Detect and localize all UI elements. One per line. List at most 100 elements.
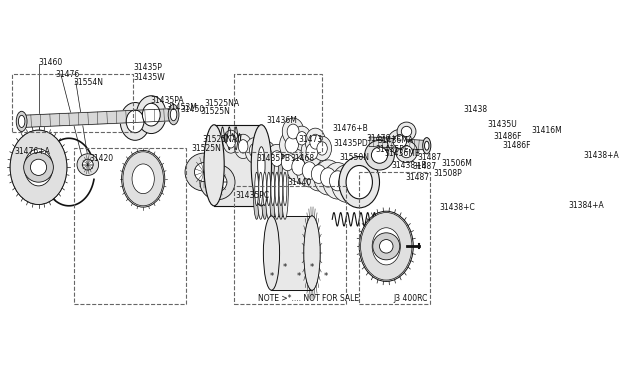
Text: 31435PB: 31435PB (257, 154, 291, 163)
Text: 31554N: 31554N (74, 78, 104, 87)
Ellipse shape (346, 166, 372, 199)
Text: 31435P: 31435P (133, 63, 162, 72)
Ellipse shape (271, 151, 283, 166)
Ellipse shape (19, 115, 25, 128)
Text: 31435W: 31435W (133, 73, 165, 82)
Polygon shape (271, 216, 312, 290)
Ellipse shape (10, 130, 67, 205)
Ellipse shape (296, 154, 322, 187)
Ellipse shape (255, 132, 268, 199)
Text: 31384+A: 31384+A (568, 201, 604, 210)
Bar (74, 148, 186, 304)
Text: 31450: 31450 (180, 105, 205, 115)
Text: 31476: 31476 (56, 70, 79, 78)
Circle shape (397, 122, 416, 141)
Polygon shape (369, 137, 424, 150)
Ellipse shape (204, 125, 224, 206)
Polygon shape (21, 109, 174, 128)
Text: 31506M: 31506M (442, 160, 472, 169)
Circle shape (185, 153, 223, 191)
Text: 31435U: 31435U (488, 120, 517, 129)
Circle shape (365, 140, 394, 170)
Ellipse shape (297, 132, 307, 145)
Text: 31486F: 31486F (502, 141, 531, 150)
Bar (12, 74, 133, 132)
Ellipse shape (261, 158, 268, 219)
Ellipse shape (255, 172, 259, 206)
Circle shape (372, 233, 400, 260)
Ellipse shape (282, 118, 304, 145)
Ellipse shape (170, 109, 177, 121)
Bar (234, 74, 322, 152)
Ellipse shape (305, 157, 332, 191)
Polygon shape (214, 125, 261, 206)
Circle shape (208, 173, 227, 192)
Text: 31435PD: 31435PD (333, 139, 369, 148)
Ellipse shape (339, 173, 356, 194)
Text: 31453M: 31453M (167, 103, 198, 112)
Ellipse shape (234, 134, 252, 158)
Text: NOTE >*.... NOT FOR SALE: NOTE >*.... NOT FOR SALE (258, 295, 359, 304)
Text: 31438: 31438 (464, 105, 488, 115)
Circle shape (83, 159, 93, 170)
Ellipse shape (122, 150, 164, 207)
Ellipse shape (253, 158, 260, 219)
Ellipse shape (302, 162, 316, 180)
Circle shape (371, 147, 388, 163)
Ellipse shape (321, 168, 336, 187)
Text: 31420: 31420 (89, 154, 113, 163)
Text: *: * (323, 272, 328, 281)
Ellipse shape (120, 103, 150, 140)
Ellipse shape (292, 158, 305, 175)
Ellipse shape (252, 125, 271, 206)
Ellipse shape (313, 136, 332, 161)
Ellipse shape (267, 172, 271, 206)
Ellipse shape (250, 143, 260, 157)
Ellipse shape (282, 158, 289, 219)
Text: 31436MB: 31436MB (384, 149, 420, 158)
Bar (359, 172, 430, 304)
Text: 31435PE: 31435PE (376, 145, 409, 154)
Ellipse shape (168, 105, 179, 125)
Ellipse shape (269, 158, 276, 219)
Text: 31476+B: 31476+B (332, 124, 368, 133)
Circle shape (401, 146, 412, 158)
Ellipse shape (306, 144, 318, 160)
Text: 31460: 31460 (38, 58, 63, 67)
Ellipse shape (330, 171, 346, 191)
Ellipse shape (275, 172, 279, 206)
Text: 31508P: 31508P (433, 169, 462, 178)
Text: 31435PC: 31435PC (236, 191, 270, 200)
Text: 31468: 31468 (291, 154, 314, 163)
Ellipse shape (332, 165, 363, 202)
Circle shape (388, 129, 412, 154)
Ellipse shape (301, 137, 323, 167)
Text: 31525N: 31525N (200, 107, 230, 116)
Text: 31550N: 31550N (339, 153, 369, 162)
Ellipse shape (323, 163, 353, 199)
Text: *: * (269, 272, 273, 281)
Circle shape (396, 141, 417, 163)
Text: 31525N: 31525N (192, 144, 221, 153)
Ellipse shape (285, 137, 298, 153)
Ellipse shape (292, 126, 311, 150)
Ellipse shape (123, 152, 163, 206)
Circle shape (195, 163, 213, 182)
Ellipse shape (266, 158, 272, 219)
Circle shape (24, 153, 53, 182)
Ellipse shape (317, 142, 327, 155)
Text: 31486F: 31486F (493, 132, 522, 141)
Ellipse shape (339, 157, 380, 208)
Text: 31473: 31473 (298, 135, 323, 144)
Circle shape (380, 240, 393, 253)
Circle shape (77, 154, 99, 176)
Text: 31476+A: 31476+A (15, 147, 51, 156)
Ellipse shape (16, 111, 27, 132)
Ellipse shape (266, 144, 287, 173)
Text: 31436M: 31436M (267, 116, 298, 125)
Text: *: * (296, 272, 301, 281)
Ellipse shape (422, 138, 431, 154)
Text: 31476+C: 31476+C (366, 134, 402, 143)
Ellipse shape (256, 141, 276, 168)
Text: 31487: 31487 (417, 153, 442, 162)
